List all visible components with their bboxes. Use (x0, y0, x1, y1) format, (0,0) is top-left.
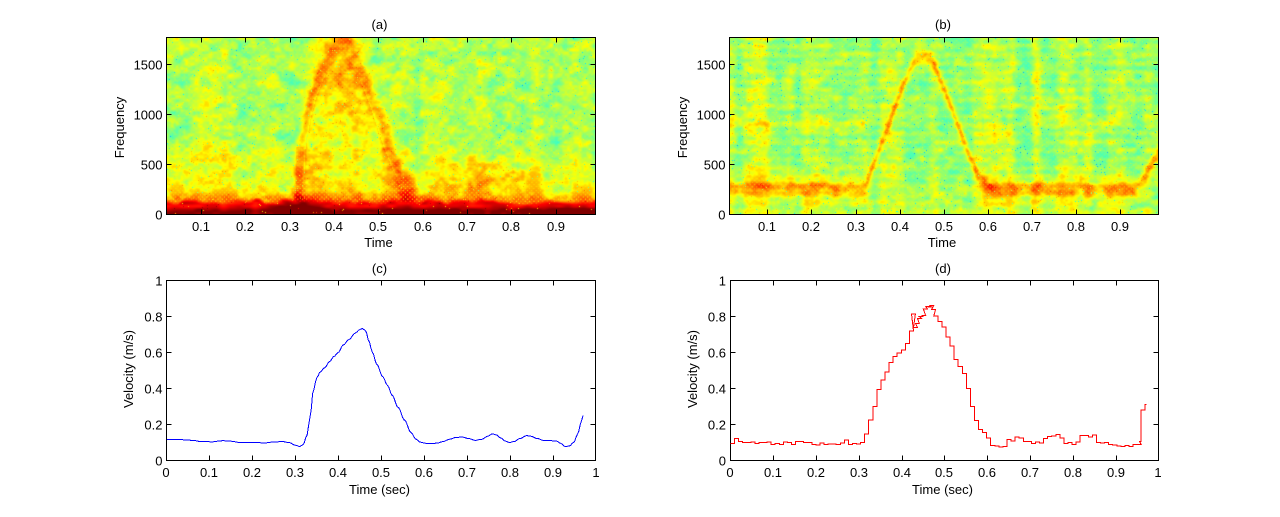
svg-text:0.8: 0.8 (502, 219, 520, 234)
svg-text:Frequency: Frequency (675, 96, 690, 158)
svg-text:0.1: 0.1 (192, 219, 210, 234)
svg-text:0.2: 0.2 (708, 417, 726, 432)
svg-text:0.3: 0.3 (847, 219, 865, 234)
svg-text:0.4: 0.4 (144, 381, 162, 396)
svg-text:Time: Time (364, 235, 392, 250)
svg-text:(c): (c) (372, 261, 387, 276)
svg-text:500: 500 (704, 157, 726, 172)
svg-text:1: 1 (155, 273, 162, 288)
svg-text:0: 0 (155, 207, 162, 222)
svg-text:0: 0 (719, 453, 726, 468)
svg-text:0.3: 0.3 (850, 465, 868, 480)
svg-text:0.8: 0.8 (144, 309, 162, 324)
svg-text:0.9: 0.9 (1107, 465, 1125, 480)
svg-text:0.2: 0.2 (807, 465, 825, 480)
svg-text:0.6: 0.6 (415, 465, 433, 480)
svg-text:0.6: 0.6 (708, 345, 726, 360)
svg-text:0.6: 0.6 (144, 345, 162, 360)
svg-text:0.1: 0.1 (764, 465, 782, 480)
svg-text:0: 0 (155, 453, 162, 468)
svg-text:Time: Time (928, 235, 956, 250)
svg-text:Velocity (m/s): Velocity (m/s) (685, 330, 700, 408)
svg-text:0.8: 0.8 (1067, 219, 1085, 234)
svg-text:0.7: 0.7 (458, 465, 476, 480)
svg-text:0.7: 0.7 (1023, 219, 1041, 234)
svg-text:0.9: 0.9 (544, 465, 562, 480)
svg-text:0.2: 0.2 (802, 219, 820, 234)
svg-text:Time (sec): Time (sec) (349, 482, 410, 497)
svg-text:0.4: 0.4 (325, 219, 343, 234)
svg-text:0.5: 0.5 (369, 219, 387, 234)
svg-text:0.9: 0.9 (547, 219, 565, 234)
svg-text:0.7: 0.7 (458, 219, 476, 234)
svg-text:1000: 1000 (697, 107, 726, 122)
svg-text:0.6: 0.6 (978, 465, 996, 480)
svg-text:1: 1 (1154, 465, 1161, 480)
svg-text:Frequency: Frequency (112, 96, 127, 158)
svg-text:0.8: 0.8 (708, 309, 726, 324)
svg-text:0.6: 0.6 (414, 219, 432, 234)
svg-text:0.5: 0.5 (935, 219, 953, 234)
svg-text:0.2: 0.2 (243, 465, 261, 480)
svg-text:(b): (b) (935, 17, 951, 32)
svg-text:0.4: 0.4 (893, 465, 911, 480)
svg-text:0.3: 0.3 (281, 219, 299, 234)
svg-text:0.2: 0.2 (144, 417, 162, 432)
svg-text:0: 0 (718, 207, 725, 222)
svg-text:0.6: 0.6 (979, 219, 997, 234)
svg-text:0.9: 0.9 (1111, 219, 1129, 234)
svg-text:1500: 1500 (697, 57, 726, 72)
svg-text:0: 0 (162, 465, 169, 480)
svg-text:0.1: 0.1 (758, 219, 776, 234)
svg-text:500: 500 (141, 157, 163, 172)
svg-text:Time (sec): Time (sec) (912, 482, 973, 497)
svg-text:0.7: 0.7 (1021, 465, 1039, 480)
svg-text:0.5: 0.5 (935, 465, 953, 480)
svg-text:1: 1 (719, 273, 726, 288)
svg-text:0.4: 0.4 (891, 219, 909, 234)
svg-text:0.3: 0.3 (286, 465, 304, 480)
svg-text:(a): (a) (372, 17, 388, 32)
svg-text:0: 0 (726, 465, 733, 480)
svg-text:0.5: 0.5 (372, 465, 390, 480)
svg-text:1: 1 (592, 465, 599, 480)
svg-text:1500: 1500 (134, 57, 163, 72)
svg-text:1000: 1000 (134, 107, 163, 122)
svg-text:0.1: 0.1 (200, 465, 218, 480)
svg-text:0.4: 0.4 (708, 381, 726, 396)
svg-text:(d): (d) (935, 261, 951, 276)
svg-text:0.4: 0.4 (329, 465, 347, 480)
svg-text:0.2: 0.2 (236, 219, 254, 234)
svg-text:0.8: 0.8 (501, 465, 519, 480)
svg-text:Velocity (m/s): Velocity (m/s) (121, 330, 136, 408)
svg-text:0.8: 0.8 (1064, 465, 1082, 480)
